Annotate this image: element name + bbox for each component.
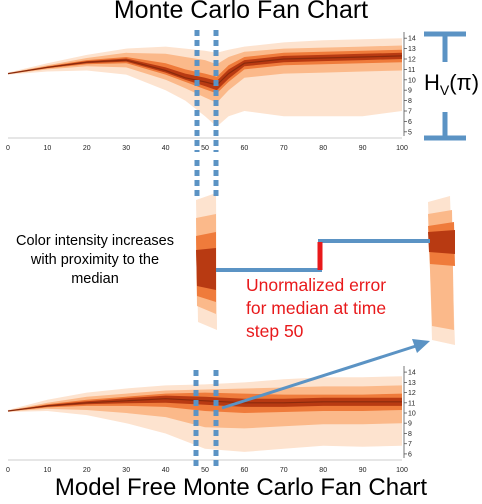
x-tick-label: 70	[280, 467, 288, 474]
hv-label: HV(π)	[424, 70, 479, 98]
top-chart-title: Monte Carlo Fan Chart	[113, 0, 369, 24]
hv-tail: (π)	[449, 70, 480, 95]
y-tick-label: 7	[408, 109, 412, 116]
top-x-axis: 0 10 20 30 40 50 60 70 80 90 100	[6, 137, 408, 152]
y-tick-label: 13	[408, 46, 416, 53]
error-note: Unormalized error for median at time ste…	[246, 274, 456, 343]
median-line	[7, 398, 402, 412]
y-tick-label: 11	[408, 400, 415, 407]
y-tick-label: 14	[408, 36, 416, 43]
x-tick-label: 70	[280, 145, 288, 152]
x-tick-label: 40	[162, 145, 170, 152]
y-tick-label: 12	[408, 57, 416, 64]
x-tick-label: 80	[319, 467, 327, 474]
x-tick-label: 40	[162, 467, 170, 474]
zoom-slice-monte-carlo	[196, 193, 217, 330]
hv-sub: V	[439, 82, 450, 98]
fan-band-core	[8, 52, 402, 91]
error-line-3: step 50	[246, 321, 304, 341]
median-line	[7, 55, 403, 86]
bottom-fan-bands	[7, 376, 402, 452]
x-tick-label: 50	[201, 467, 209, 474]
y-tick-label: 9	[408, 88, 412, 95]
y-tick-label: 9	[408, 421, 412, 428]
mf-slice-core	[428, 230, 455, 254]
x-tick-label: 60	[241, 145, 249, 152]
y-tick-label: 5	[408, 129, 412, 136]
x-tick-label: 60	[241, 467, 249, 474]
x-tick-label: 20	[83, 145, 91, 152]
x-tick-label: 100	[396, 145, 408, 152]
y-tick-label: 13	[408, 380, 416, 387]
y-tick-label: 6	[408, 451, 412, 458]
slice-core	[196, 248, 216, 290]
y-tick-label: 6	[408, 119, 412, 126]
y-tick-label: 12	[408, 390, 416, 397]
x-tick-label: 80	[319, 145, 327, 152]
x-tick-label: 10	[44, 467, 52, 474]
y-tick-label: 8	[408, 98, 412, 105]
error-line-2: for median at time	[246, 298, 387, 318]
color-intensity-line-2: with proximity to the	[30, 252, 160, 268]
median-connector-blue	[216, 239, 430, 272]
bottom-fan-chart: 0 10 20 30 40 50 60 70 80 90 100 6 7 8 9 10 11 12 13 14	[6, 366, 416, 474]
x-tick-label: 100	[396, 467, 408, 474]
arrow-head	[412, 339, 430, 353]
x-tick-label: 90	[359, 145, 367, 152]
x-tick-label: 0	[6, 145, 10, 152]
color-intensity-line-1: Color intensity increases	[16, 233, 174, 249]
error-line-1: Unormalized error	[246, 275, 387, 295]
top-y-axis: 5 6 7 8 9 10 11 12 13 14	[403, 32, 416, 136]
top-fan-chart: 0 10 20 30 40 50 60 70 80 90 100 5 6 7 8 9 10 11 12 13 14	[6, 32, 416, 152]
y-tick-label: 14	[408, 370, 416, 377]
bottom-x-axis: 0 10 20 30 40 50 60 70 80 90 100	[6, 459, 408, 474]
x-tick-label: 20	[83, 467, 91, 474]
x-tick-label: 90	[359, 467, 367, 474]
x-tick-label: 30	[122, 145, 130, 152]
y-tick-label: 10	[408, 411, 416, 418]
bottom-chart-title: Model Free Monte Carlo Fan Chart	[54, 474, 428, 501]
y-tick-label: 10	[408, 77, 416, 84]
top-fan-bands	[7, 38, 403, 127]
hv-main: H	[424, 70, 440, 95]
zoom-slice-model-free	[428, 196, 455, 345]
arrow-to-slice	[221, 339, 430, 410]
error-connector	[216, 239, 430, 272]
fan-band-core	[8, 395, 402, 412]
y-tick-label: 7	[408, 441, 412, 448]
color-intensity-note: Color intensity increases with proximity…	[0, 232, 190, 289]
y-tick-label: 8	[408, 431, 412, 438]
highlight-lines	[193, 30, 219, 470]
x-tick-label: 50	[201, 145, 209, 152]
y-tick-label: 11	[408, 67, 415, 74]
color-intensity-line-3: median	[71, 271, 119, 287]
bottom-y-axis: 6 7 8 9 10 11 12 13 14	[403, 366, 416, 458]
x-tick-label: 10	[44, 145, 52, 152]
hv-bracket	[424, 31, 466, 141]
x-tick-label: 30	[122, 467, 130, 474]
x-tick-label: 0	[6, 467, 10, 474]
